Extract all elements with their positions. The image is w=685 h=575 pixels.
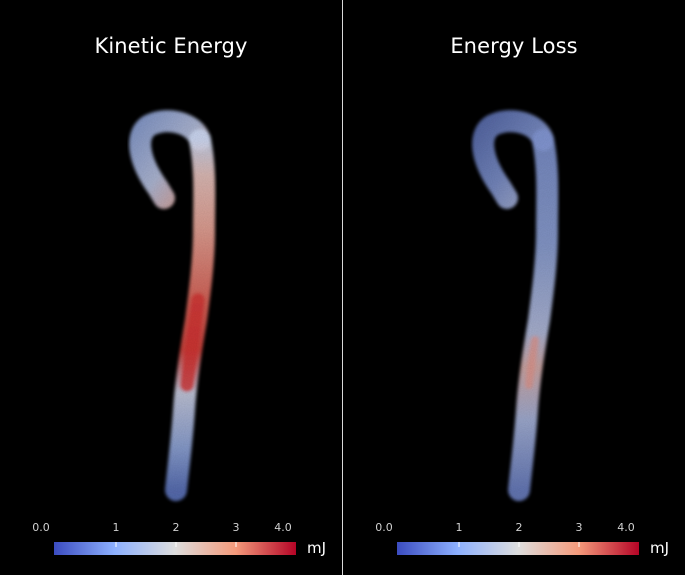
kinetic-energy-panel: Kinetic Energy xyxy=(0,0,342,575)
colorbar-unit: mJ xyxy=(650,539,670,557)
colorbar-tick: 1 xyxy=(455,521,463,534)
colorbar-tick: 0.0 xyxy=(32,521,50,534)
colorbar-tick: 1 xyxy=(112,521,120,534)
colorbar xyxy=(397,542,639,555)
colorbar-ticks: 0.0 1 2 3 4.0 xyxy=(0,521,342,535)
colorbar-tick: 4.0 xyxy=(617,521,635,534)
panel-divider xyxy=(342,0,343,575)
panel-title: Energy Loss xyxy=(450,34,578,58)
colorbar-tick: 2 xyxy=(515,521,523,534)
colorbar-tick: 2 xyxy=(172,521,180,534)
vessel-render-energy-loss xyxy=(463,110,573,501)
colorbar-tick: 4.0 xyxy=(274,521,292,534)
colorbar-unit: mJ xyxy=(307,539,327,557)
colorbar-ticks: 0.0 1 2 3 4.0 xyxy=(343,521,685,535)
energy-loss-panel: Energy Loss xyxy=(343,0,685,575)
vessel-render-kinetic xyxy=(120,110,230,501)
colorbar xyxy=(54,542,296,555)
colorbar-tick: 0.0 xyxy=(375,521,393,534)
colorbar-tick: 3 xyxy=(575,521,583,534)
colorbar-tick: 3 xyxy=(232,521,240,534)
panel-title: Kinetic Energy xyxy=(94,34,248,58)
